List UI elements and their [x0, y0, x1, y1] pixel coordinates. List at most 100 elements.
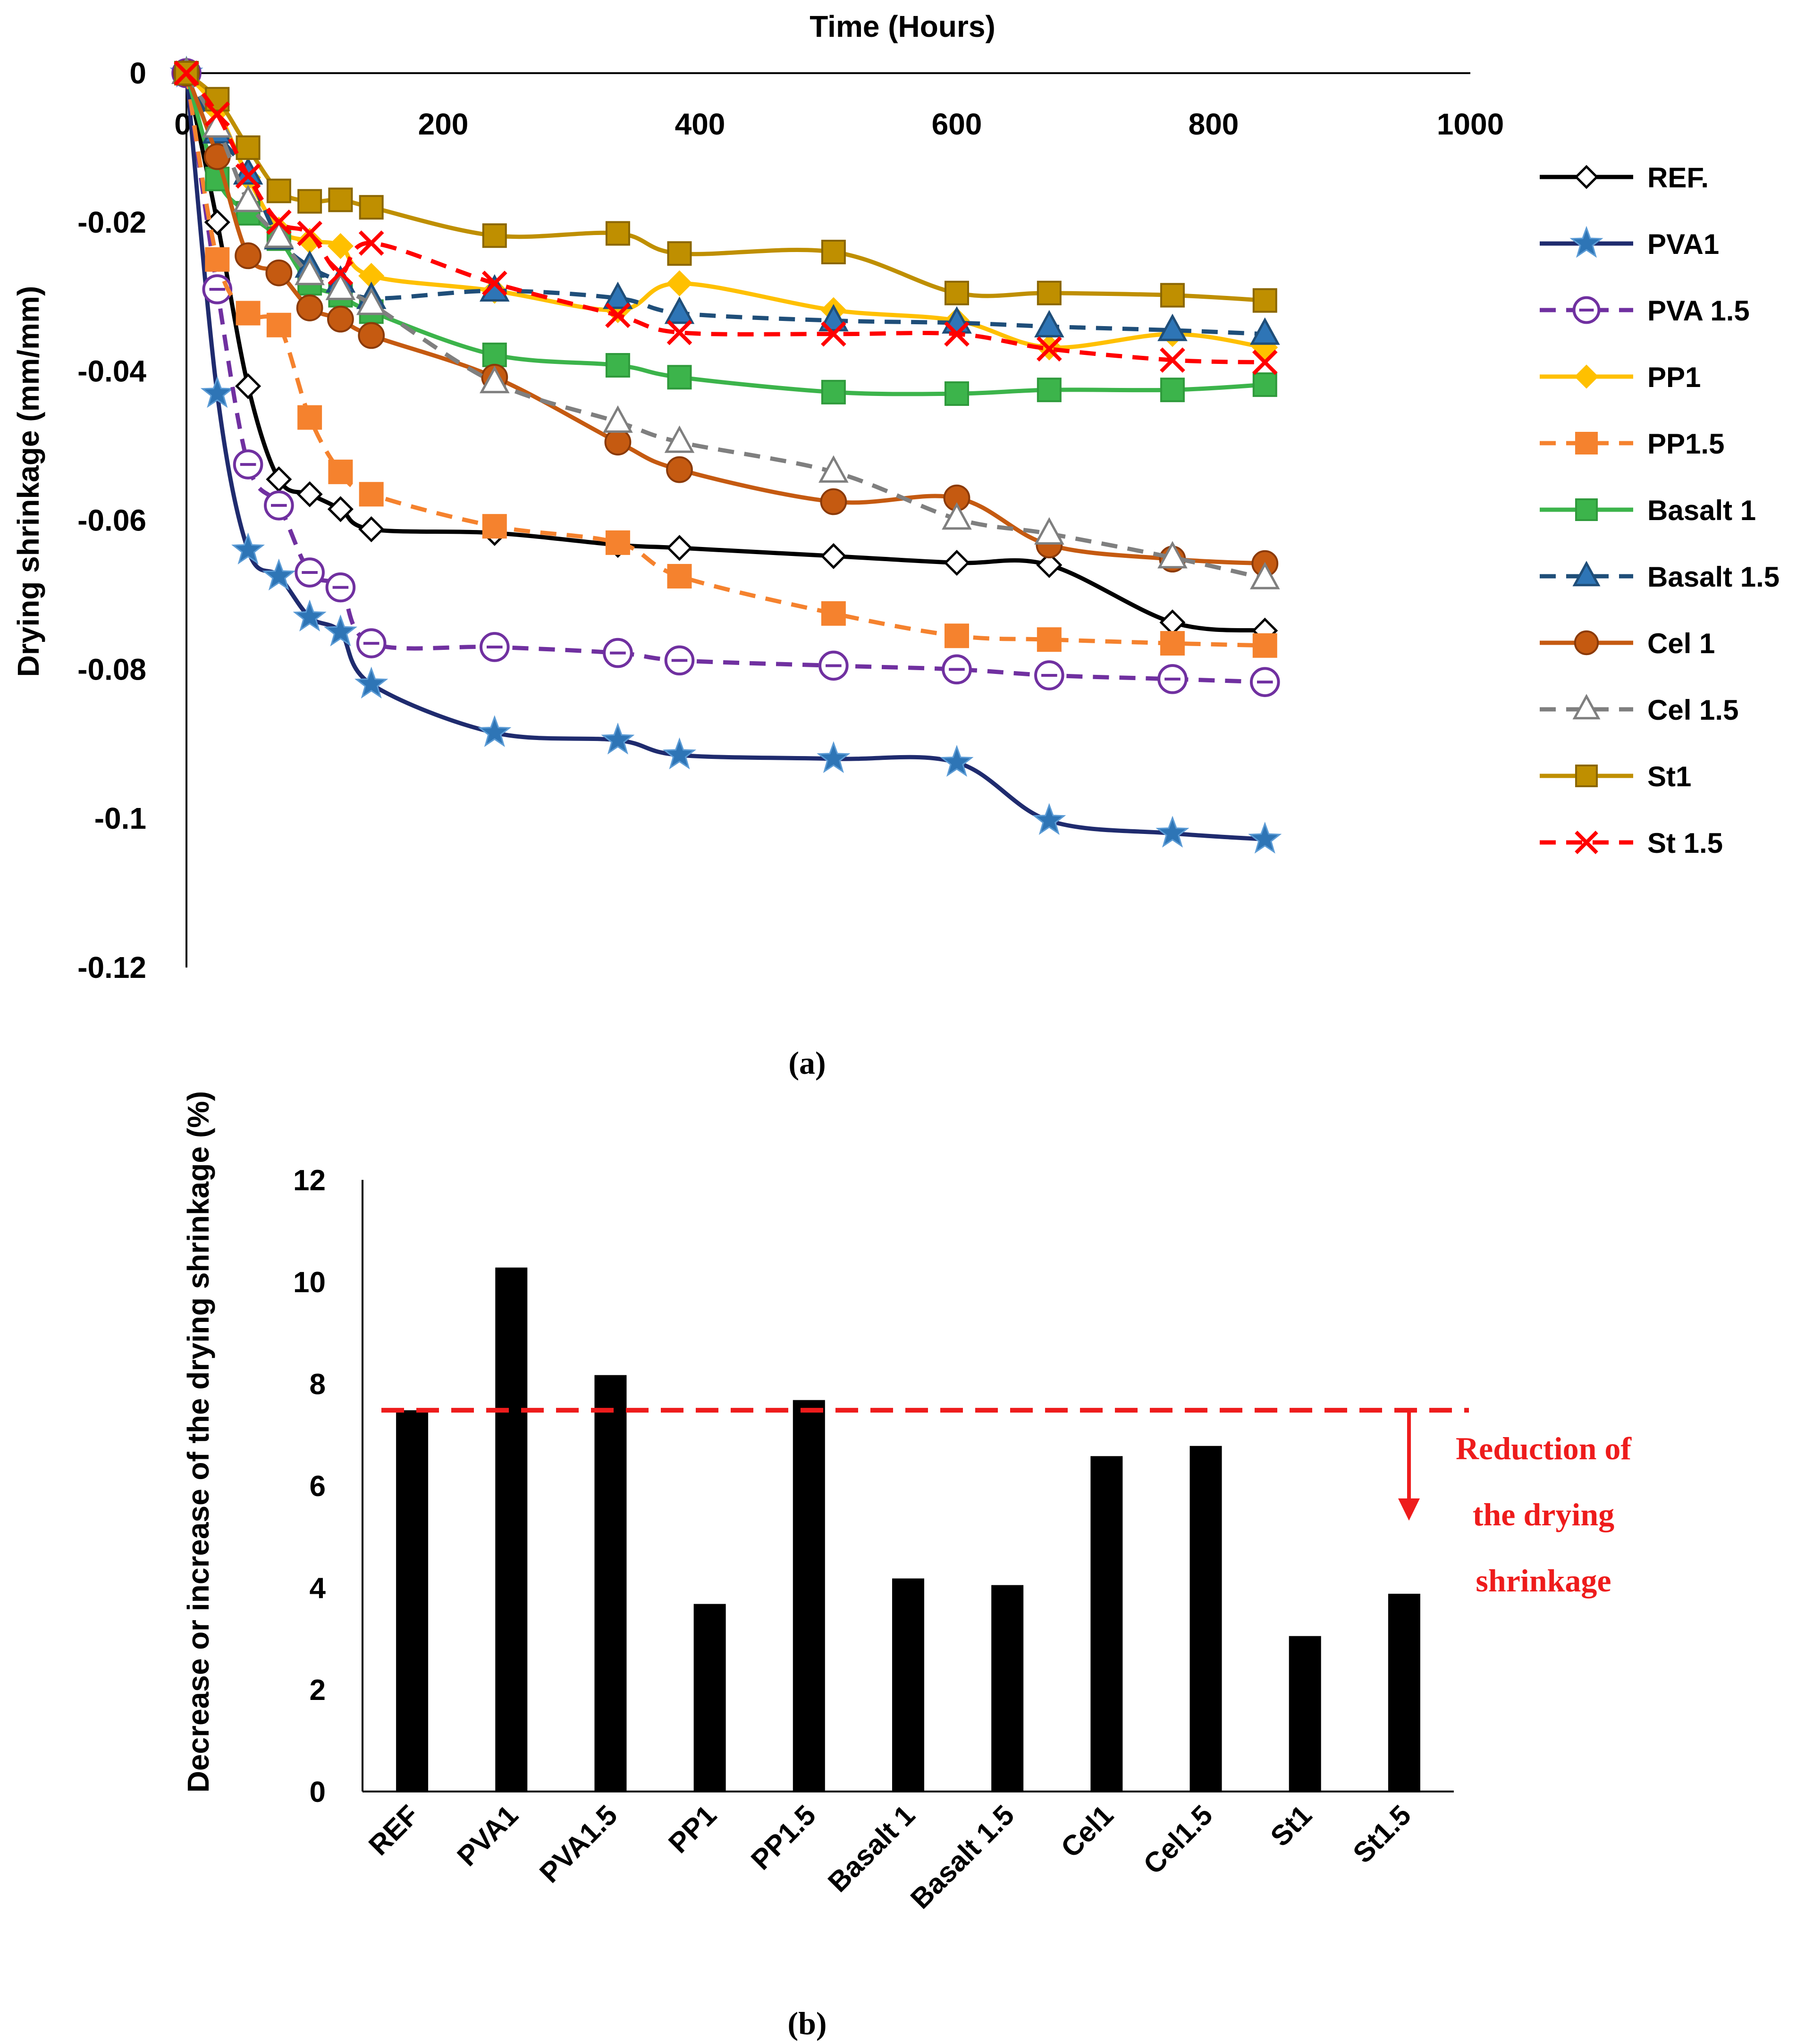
x-tick-labels: 0 200 400 600 800 1000	[174, 107, 1504, 141]
point-pva-1-5-9	[664, 645, 695, 676]
category-label-basalt-1: Basalt 1	[822, 1799, 921, 1898]
point-pva1-14	[1248, 822, 1282, 854]
point-st1-14	[1252, 288, 1277, 313]
point-cel-1-4	[296, 294, 323, 321]
point-st-1-5-12-stroke-2	[1037, 336, 1062, 362]
legend-item-pva1: PVA1	[1540, 226, 1719, 260]
point-st-1-5-0	[174, 60, 199, 86]
point-pva1-2	[231, 532, 265, 564]
point-st1-5	[328, 187, 353, 212]
point-st-1-5-14	[1252, 349, 1278, 375]
point-cel-1-9	[666, 456, 693, 483]
point-pva1-8	[601, 723, 635, 755]
point-ref-13	[1159, 609, 1186, 636]
point-cel-1-6	[358, 322, 385, 349]
legend-marker-pp1-5	[1575, 432, 1598, 454]
y-tick-0-08: -0.08	[77, 652, 146, 686]
y-tick-b-10: 10	[293, 1266, 326, 1299]
y-tick-0-1: -0.1	[94, 801, 146, 835]
category-label-st1-5: St1.5	[1347, 1799, 1417, 1869]
legend-marker-st1	[1575, 765, 1598, 787]
point-basalt-1-12	[1037, 378, 1062, 403]
point-pva-1-5-11	[942, 654, 972, 685]
point-st1-4	[297, 189, 322, 214]
legend-item-basalt-1: Basalt 1	[1540, 495, 1756, 526]
point-pp1-5-7	[482, 514, 507, 539]
point-ref-11	[944, 549, 970, 576]
point-st-1-5-4	[297, 220, 322, 246]
category-label-ref: REF	[363, 1799, 425, 1861]
legend-label-st1: St1	[1647, 761, 1691, 792]
legend-marker-basalt-1	[1575, 498, 1598, 521]
bar-basalt-1-5	[991, 1585, 1024, 1792]
bar-pp1	[693, 1604, 726, 1792]
point-basalt-1-8	[605, 353, 630, 378]
legend-item-ref: REF.	[1540, 162, 1709, 193]
point-st-1-5-11-stroke-2	[944, 321, 970, 347]
point-st1-3	[266, 178, 291, 203]
legend-marker-cel-1	[1574, 630, 1599, 656]
legend-item-st-1-5: St 1.5	[1540, 827, 1723, 859]
point-cel-1-5-4	[295, 258, 325, 286]
point-st1-11	[945, 280, 969, 305]
category-label-pp1-5: PP1.5	[745, 1799, 822, 1876]
point-pp1-5-4	[297, 405, 322, 430]
category-label-st1: St1	[1265, 1799, 1318, 1852]
point-pp1-5	[327, 233, 354, 259]
point-pva1-7	[478, 715, 512, 747]
point-st-1-5-2	[235, 163, 261, 189]
legend-marker-cel-1-5	[1572, 694, 1601, 720]
legend-marker-pva1	[1569, 226, 1603, 258]
point-basalt-1-5-13	[1157, 313, 1188, 341]
y-tick-0-12: -0.12	[77, 951, 146, 984]
point-st-1-5-8-stroke-2	[605, 303, 631, 328]
series-pva1	[169, 55, 1282, 854]
point-st-1-5-2-stroke-2	[235, 163, 261, 189]
point-pp1-5-1	[205, 247, 230, 272]
legend-item-pp1: PP1	[1540, 362, 1701, 393]
point-ref-5	[327, 496, 354, 522]
legend: REF. PVA1 PVA 1.5 PP1 PP1.5 Basalt 1 Basalt 1.…	[1540, 162, 1780, 859]
y-tick-b-8: 8	[310, 1368, 326, 1401]
bar-ref	[396, 1410, 429, 1792]
y-tick-labels: 0 -0.02 -0.04 -0.06 -0.08 -0.1 -0.12	[77, 56, 146, 984]
point-cel-1-5-3	[264, 220, 294, 248]
point-st-1-5-10-stroke-2	[821, 321, 846, 347]
point-st-1-5-0-stroke-2	[174, 60, 199, 86]
category-label-pva1: PVA1	[451, 1799, 524, 1872]
point-pva1-13	[1156, 816, 1189, 848]
point-pva1-10	[817, 741, 851, 774]
y-tick-0: 0	[129, 56, 146, 90]
bar-st1-5	[1388, 1593, 1420, 1792]
point-cel-1-3	[265, 259, 293, 286]
legend-label-cel-1-5: Cel 1.5	[1647, 694, 1738, 726]
point-cel-1-5	[327, 305, 354, 333]
point-basalt-1-14	[1252, 372, 1277, 397]
point-pva-1-5-2	[233, 449, 263, 479]
point-pva-1-5-14	[1250, 667, 1280, 697]
point-pp1-5-12	[1037, 627, 1062, 652]
point-st-1-5-11	[944, 321, 970, 347]
series-line-basalt-1	[184, 72, 1265, 396]
point-st1-8	[605, 221, 630, 246]
bar-chart-b: Decrease or increase of the drying shrin…	[181, 1091, 1632, 2041]
caption-a: (a)	[788, 1045, 826, 1081]
x-tick-200: 200	[418, 107, 469, 141]
bar-cel1	[1090, 1456, 1123, 1792]
point-ref-9	[666, 535, 693, 561]
category-label-cel1: Cel1	[1055, 1799, 1120, 1864]
point-cel-1-5-9	[664, 425, 695, 453]
point-pp1-5-5	[328, 459, 353, 484]
x-tick-1000: 1000	[1437, 107, 1504, 141]
y-axis-title: Drying shrinkage (mm/mm)	[11, 286, 45, 677]
legend-marker-st-1-5	[1575, 831, 1598, 854]
point-pva-1-5-4	[295, 557, 325, 588]
point-st-1-5-13-stroke-2	[1160, 347, 1185, 373]
point-cel-1-5-14	[1249, 562, 1280, 589]
point-cel-1-5-7	[479, 366, 510, 394]
x-tick-800: 800	[1189, 107, 1239, 141]
point-st-1-5-5-stroke-2	[328, 260, 354, 286]
legend-label-pva1: PVA1	[1647, 228, 1719, 260]
point-cel-1-10	[820, 488, 847, 515]
